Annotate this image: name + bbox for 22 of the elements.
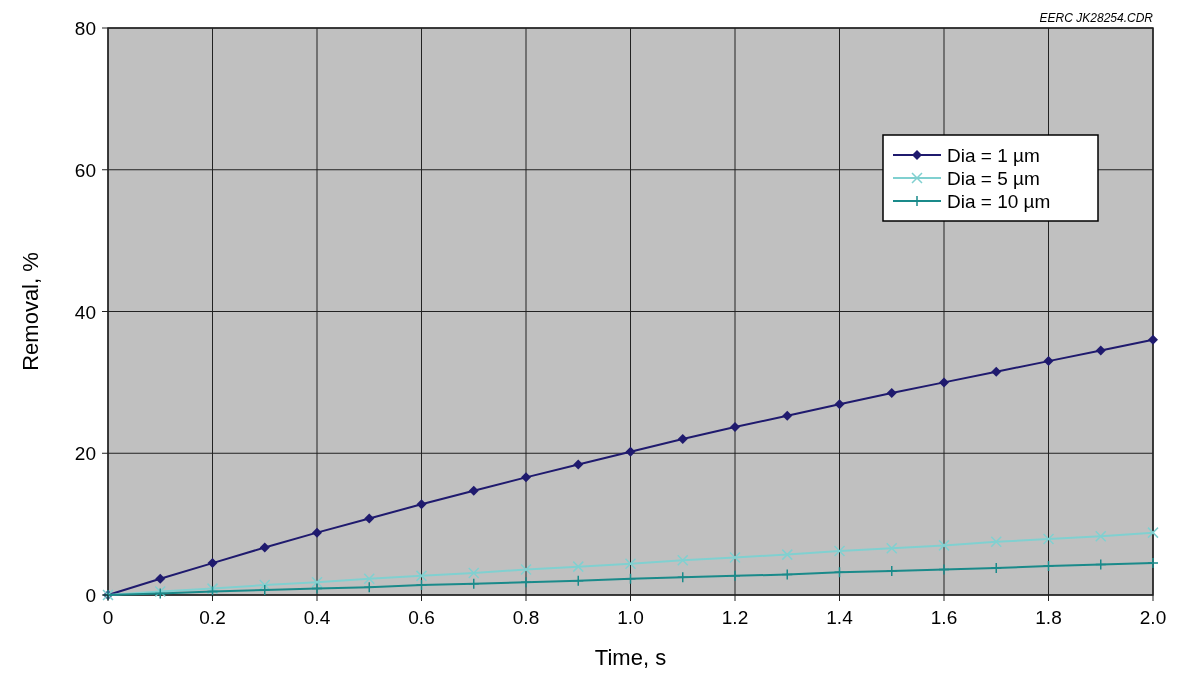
x-tick-label: 0.4 [303, 607, 331, 628]
y-tick-label: 80 [74, 18, 96, 39]
x-tick-label: 2.0 [1139, 607, 1167, 628]
y-tick-label: 0 [85, 585, 96, 606]
x-tick-label: 0.8 [512, 607, 540, 628]
x-tick-label: 1.8 [1035, 607, 1062, 628]
x-tick-label: 1.0 [617, 607, 644, 628]
x-tick-label: 0 [102, 607, 114, 628]
y-tick-label: 40 [74, 301, 96, 323]
x-tick-label: 0.6 [408, 607, 435, 628]
legend-label: Dia = 5 µm [947, 168, 1040, 189]
y-tick-label: 20 [74, 443, 96, 465]
x-tick-label: 1.6 [930, 607, 958, 628]
x-tick-label: 1.2 [721, 607, 749, 628]
y-tick-label: 60 [74, 159, 96, 181]
text: EERC JK28254.CDR [1039, 11, 1154, 25]
y-axis-title: Removal, % [18, 252, 43, 371]
x-tick-label: 1.4 [826, 607, 854, 628]
legend-label: Dia = 1 µm [947, 145, 1040, 166]
legend-label: Dia = 10 µm [947, 191, 1051, 212]
x-axis-title: Time, s [594, 645, 667, 670]
x-tick-label: 0.2 [199, 607, 226, 628]
